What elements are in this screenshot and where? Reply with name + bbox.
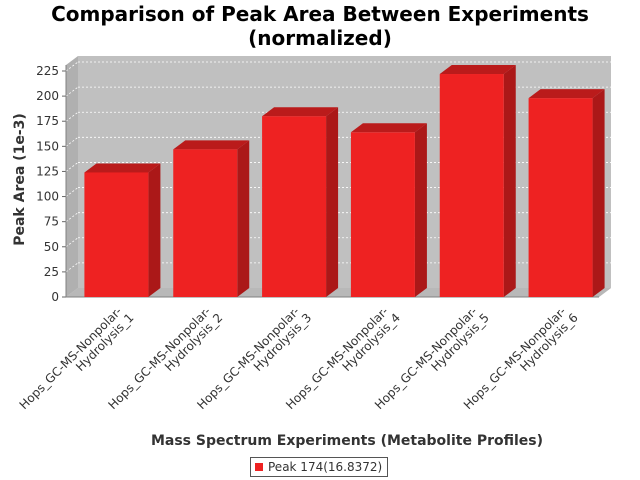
y-tick-label: 150: [36, 139, 59, 153]
bar-top: [173, 140, 250, 150]
gridline-side: [65, 111, 79, 122]
legend-swatch: [255, 463, 263, 471]
y-tick-label: 100: [36, 190, 59, 204]
y-tick-label: 25: [44, 265, 59, 279]
legend: Peak 174(16.8372): [250, 457, 389, 477]
chart-title: Comparison of Peak Area Between Experime…: [0, 2, 640, 50]
bar: [262, 116, 327, 297]
y-tick-label: 125: [36, 164, 59, 178]
bar-side: [326, 107, 339, 297]
y-tick-label: 50: [44, 240, 59, 254]
bar-top: [262, 107, 339, 117]
gridline-side: [65, 137, 79, 147]
gridline-side: [65, 61, 79, 72]
bar: [528, 98, 593, 298]
bar-side: [148, 163, 161, 297]
x-axis-label: Mass Spectrum Experiments (Metabolite Pr…: [151, 433, 543, 449]
chart-title-line2: (normalized): [248, 26, 392, 50]
y-tick-label: 75: [44, 215, 59, 229]
chart-title-line1: Comparison of Peak Area Between Experime…: [51, 2, 589, 26]
bar-side: [503, 65, 516, 297]
bar-top: [528, 89, 605, 99]
bar: [84, 172, 149, 297]
left-wall: [66, 56, 78, 297]
gridline-side: [65, 187, 79, 197]
y-axis-label: Peak Area (1e-3): [12, 113, 28, 246]
plot-background: [78, 56, 611, 288]
bar: [350, 132, 415, 297]
y-tick-label: 175: [36, 114, 59, 128]
gridline-side: [65, 262, 79, 273]
y-tick-label: 0: [51, 290, 59, 304]
y-tick-label: 200: [36, 89, 59, 103]
bar-side: [237, 140, 250, 297]
gridline-side: [65, 86, 79, 97]
bar-side: [414, 123, 427, 297]
bar: [173, 149, 238, 297]
bar-side: [592, 89, 605, 298]
gridline-side: [65, 212, 79, 222]
bar-top: [84, 163, 161, 173]
bar: [439, 74, 504, 297]
gridline-side: [65, 237, 79, 248]
gridline-side: [65, 162, 79, 172]
y-tick-label: 225: [36, 64, 59, 78]
legend-label: Peak 174(16.8372): [268, 460, 383, 474]
bar-top: [439, 65, 516, 75]
bar-top: [350, 123, 427, 133]
